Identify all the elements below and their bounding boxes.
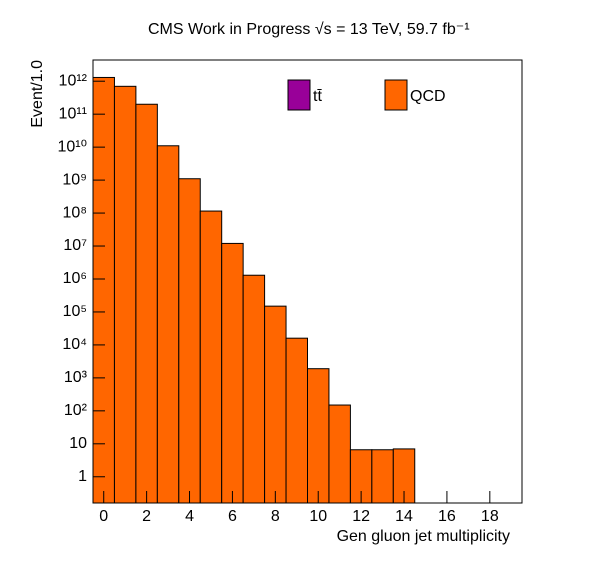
legend-swatch (287, 79, 311, 111)
y-tick-label: 10⁶ (63, 270, 87, 287)
y-tick-label: 10² (64, 402, 88, 419)
bar (307, 368, 330, 504)
bar (156, 145, 180, 504)
y-tick-label: 10¹⁰ (57, 138, 87, 155)
bar (328, 404, 351, 504)
y-tick-label: 10⁴ (62, 336, 87, 353)
plot-frame (92, 59, 523, 504)
y-tick-label: 1 (78, 468, 87, 485)
y-axis-label: Event/1.0 (29, 60, 46, 128)
legend-label: QCD (410, 88, 446, 105)
x-tick-label: 2 (142, 508, 151, 525)
y-tick-label: 10⁵ (63, 303, 87, 320)
bar (221, 242, 244, 504)
x-tick-label: 6 (228, 508, 237, 525)
legend-label: tt̄ (313, 88, 322, 105)
y-tick-label: 10⁹ (62, 171, 87, 188)
x-tick-label: 14 (395, 508, 413, 525)
x-tick-label: 18 (481, 508, 499, 525)
bar (371, 449, 394, 504)
y-tick-label: 10³ (64, 369, 88, 386)
x-tick-label: 16 (438, 508, 456, 525)
bar (199, 210, 223, 504)
x-axis-label: Gen gluon jet multiplicity (337, 528, 510, 545)
y-tick-label: 10 (69, 435, 87, 452)
bar (264, 305, 287, 504)
bar (285, 337, 308, 504)
y-tick-label: 10⁷ (63, 237, 87, 254)
y-tick-label: 10¹² (59, 72, 88, 89)
x-tick-label: 12 (352, 508, 370, 525)
x-tick-label: 0 (99, 508, 108, 525)
bar (135, 103, 158, 504)
x-tick-label: 4 (185, 508, 194, 525)
bar (92, 76, 115, 504)
y-tick-label: 10⁸ (62, 204, 87, 221)
chart-title: CMS Work in Progress √s = 13 TeV, 59.7 f… (148, 21, 470, 38)
bar (178, 178, 201, 504)
legend-swatch (384, 79, 408, 111)
bar (242, 274, 266, 504)
x-tick-label: 8 (271, 508, 280, 525)
x-tick-label: 10 (309, 508, 327, 525)
bar (113, 85, 137, 504)
y-tick-label: 10¹¹ (59, 105, 87, 122)
